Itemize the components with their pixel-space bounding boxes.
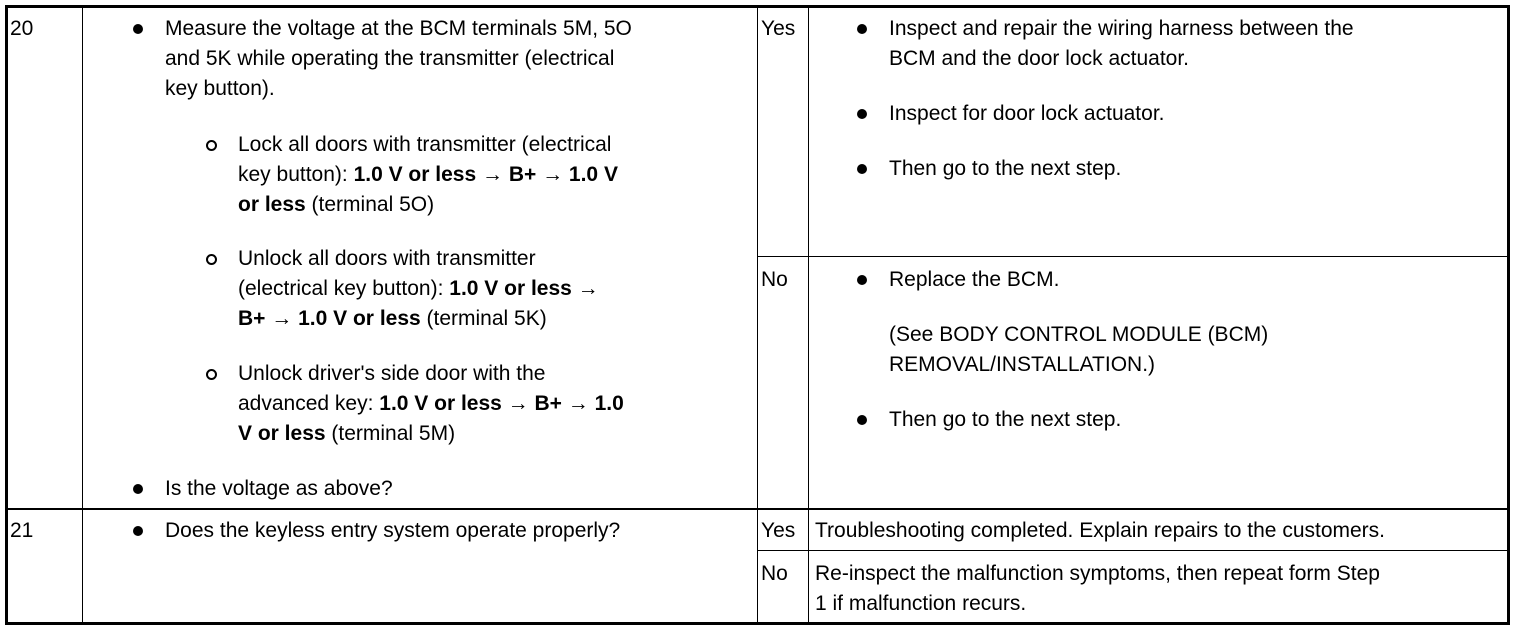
bullet-icon xyxy=(857,275,867,285)
bullet-icon xyxy=(133,484,143,494)
bullet-icon xyxy=(857,164,867,174)
action-text: Then go to the next step. xyxy=(889,157,1122,180)
bullet-icon xyxy=(857,415,867,425)
divider xyxy=(82,5,83,625)
step-number: 21 xyxy=(10,519,34,542)
sub-check-text: V or less (terminal 5M) xyxy=(238,422,456,445)
sub-check-text: Unlock all doors with transmitter xyxy=(238,247,536,270)
border-right xyxy=(1507,5,1510,625)
circle-bullet-icon xyxy=(206,254,217,265)
action-text: Inspect for door lock actuator. xyxy=(889,102,1165,125)
yes-label: Yes xyxy=(761,519,796,542)
action-text: Troubleshooting completed. Explain repai… xyxy=(815,519,1386,542)
check-text: key button). xyxy=(165,77,275,100)
sub-check-text: (electrical key button): 1.0 V or less → xyxy=(238,277,599,300)
action-text: Replace the BCM. xyxy=(889,268,1060,291)
sub-check-text: key button): 1.0 V or less → B+ → 1.0 V xyxy=(238,163,618,186)
question-text: Does the keyless entry system operate pr… xyxy=(165,519,621,542)
bullet-icon xyxy=(857,109,867,119)
sub-check-text: Unlock driver's side door with the xyxy=(238,362,546,385)
bullet-icon xyxy=(133,24,143,34)
check-text: Measure the voltage at the BCM terminals… xyxy=(165,17,632,40)
sub-check-text: or less (terminal 5O) xyxy=(238,193,435,216)
check-text: and 5K while operating the transmitter (… xyxy=(165,47,615,70)
border-left xyxy=(5,5,8,625)
yes-label: Yes xyxy=(761,17,796,40)
action-text: BCM and the door lock actuator. xyxy=(889,47,1189,70)
row-divider xyxy=(757,256,1510,257)
reference-note: (See BODY CONTROL MODULE (BCM) xyxy=(889,323,1269,346)
no-label: No xyxy=(761,562,788,585)
circle-bullet-icon xyxy=(206,140,217,151)
divider xyxy=(757,5,758,625)
row-divider xyxy=(757,550,1510,551)
bullet-icon xyxy=(857,24,867,34)
step-number: 20 xyxy=(10,17,34,40)
reference-note: REMOVAL/INSTALLATION.) xyxy=(889,353,1156,376)
sub-check-text: B+ → 1.0 V or less (terminal 5K) xyxy=(238,307,547,330)
sub-check-text: advanced key: 1.0 V or less → B+ → 1.0 xyxy=(238,392,624,415)
action-text: Then go to the next step. xyxy=(889,408,1122,431)
no-label: No xyxy=(761,268,788,291)
circle-bullet-icon xyxy=(206,369,217,380)
action-text: 1 if malfunction recurs. xyxy=(815,592,1027,615)
sub-check-text: Lock all doors with transmitter (electri… xyxy=(238,133,612,156)
question-text: Is the voltage as above? xyxy=(165,477,393,500)
action-text: Re-inspect the malfunction symptoms, the… xyxy=(815,562,1380,585)
divider xyxy=(808,5,809,625)
row-divider xyxy=(5,508,1510,510)
bullet-icon xyxy=(133,526,143,536)
action-text: Inspect and repair the wiring harness be… xyxy=(889,17,1354,40)
